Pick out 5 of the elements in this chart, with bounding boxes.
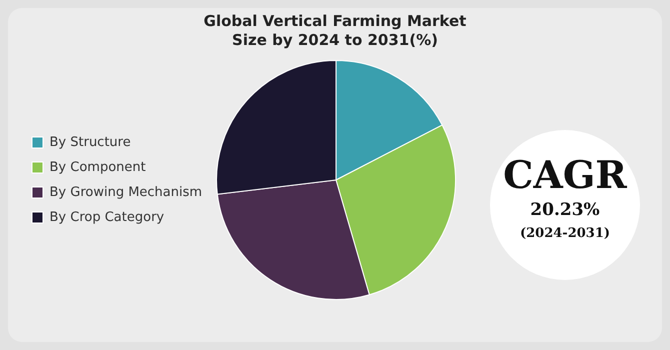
- legend-label: By Structure: [50, 134, 131, 150]
- legend-label: By Crop Category: [50, 210, 164, 225]
- legend-label: By Component: [50, 160, 146, 175]
- legend-label: By Growing Mechanism: [50, 184, 202, 200]
- chart-title: Global Vertical Farming Market Size by 2024 to 2031(%): [202, 12, 468, 50]
